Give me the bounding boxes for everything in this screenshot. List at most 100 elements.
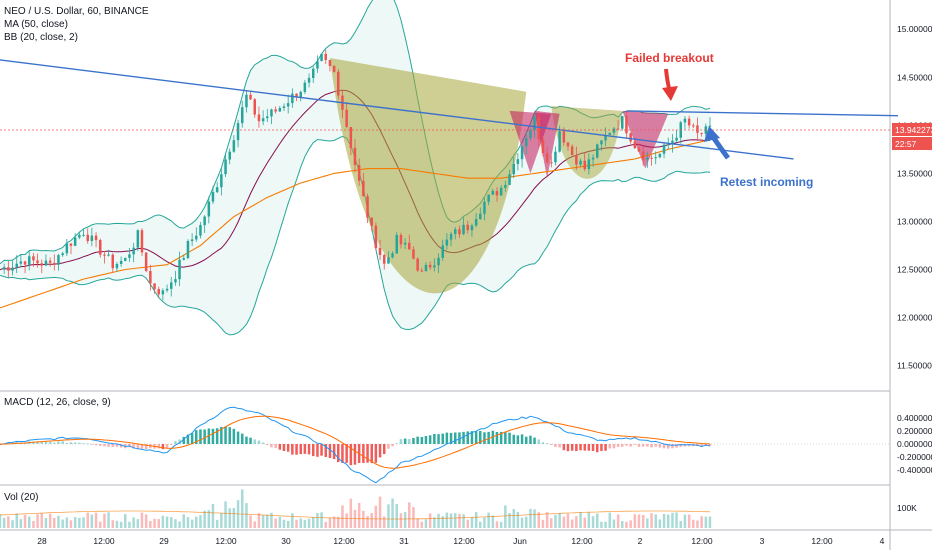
volume-bar (119, 521, 123, 528)
candle-body (479, 213, 482, 219)
macd-bar (57, 441, 60, 444)
candle-body (36, 260, 39, 264)
symbol-title[interactable]: NEO / U.S. Dollar, 60, BINANCE (4, 6, 149, 17)
time-tick: 12:00 (811, 536, 833, 546)
volume-bar (466, 519, 469, 528)
macd-bar (487, 431, 490, 444)
volume-bar (2, 517, 6, 528)
candle-body (491, 191, 495, 195)
time-tick: 31 (399, 536, 409, 546)
macd-bar (190, 433, 194, 444)
candle-body (675, 137, 678, 141)
macd-bar (408, 439, 411, 444)
volume-bar (383, 516, 386, 528)
macd-bar (403, 438, 407, 444)
macd-legend[interactable]: MACD (12, 26, close, 9) (4, 397, 111, 408)
volume-bar (424, 519, 428, 528)
descending-trendline[interactable] (0, 59, 794, 160)
macd-bar (220, 426, 223, 444)
candle-body (362, 180, 365, 197)
ma-legend[interactable]: MA (50, close) (4, 19, 68, 30)
macd-bar (596, 444, 599, 453)
candle-body (266, 116, 269, 119)
macd-bar (274, 444, 277, 448)
volume-bar (403, 512, 407, 528)
candle-body (357, 165, 361, 181)
price-axis-ticks: 15.00000014.50000014.00000013.50000013.0… (897, 24, 932, 370)
candle-body (633, 141, 637, 149)
macd-bar (307, 444, 311, 455)
candle-body (499, 187, 503, 196)
candle-body (149, 271, 152, 284)
volume-bar (249, 515, 252, 528)
volume-bar (696, 520, 699, 528)
macd-bar (399, 439, 403, 444)
macd-bar (579, 444, 582, 451)
candle-body (94, 235, 98, 241)
volume-bar (144, 514, 148, 528)
candle-body (111, 254, 114, 269)
volume-bar (637, 514, 641, 528)
macd-bar (253, 439, 256, 444)
volume-bar (541, 519, 545, 528)
time-tick: 29 (159, 536, 169, 546)
volume-bar (99, 521, 102, 528)
macd-bar (228, 427, 231, 444)
volume-bar (570, 519, 574, 528)
macd-axis-ticks: 0.400000 0.200000 0.000000 -0.200000 -0.4000… (897, 413, 932, 475)
candle-body (604, 134, 607, 141)
vol-legend[interactable]: Vol (20) (4, 492, 38, 503)
volume-bar (170, 517, 173, 528)
candle-body (545, 153, 549, 163)
macd-bar (683, 444, 687, 447)
macd-tick: 0.400000 (897, 413, 932, 423)
macd-bar (412, 438, 415, 444)
volume-bar (629, 520, 632, 528)
candle-body (270, 109, 273, 117)
candle-body (470, 225, 474, 231)
volume-bar (11, 520, 14, 528)
macd-bar (608, 444, 611, 449)
volume-bar (416, 518, 419, 528)
macd-bar (203, 429, 206, 444)
candle-body (199, 225, 202, 236)
candle-body (612, 128, 616, 133)
macd-bar (266, 444, 269, 445)
candle-body (570, 146, 574, 156)
volume-bar (40, 512, 43, 528)
macd-bar (445, 432, 449, 444)
macd-bar (566, 444, 570, 452)
candle-body (249, 94, 252, 100)
macd-tick: 0.200000 (897, 426, 932, 436)
macd-bar (562, 444, 566, 451)
volume-bar (558, 512, 561, 528)
volume-bar (19, 519, 23, 528)
candle-body (558, 131, 561, 152)
candle-body (520, 146, 524, 160)
macd-bar (320, 444, 323, 456)
volume-bar (199, 515, 202, 528)
candle-body (646, 157, 649, 160)
macd-bar (303, 444, 307, 454)
time-tick: 4 (880, 536, 885, 546)
macd-bar (286, 444, 290, 452)
resistance-trendline[interactable] (626, 110, 898, 117)
price-tick: 11.500000 (897, 361, 932, 371)
macd-bar (291, 444, 294, 455)
macd-bar (420, 437, 424, 444)
candle-body (32, 256, 35, 261)
candle-body (600, 140, 603, 145)
candle-body (7, 267, 10, 271)
macd-histogram (0, 426, 712, 466)
candle-body (504, 184, 507, 188)
price-tick: 12.500000 (897, 265, 932, 275)
volume-bar (78, 517, 81, 528)
volume-bar (671, 512, 674, 528)
bb-legend[interactable]: BB (20, close, 2) (4, 32, 78, 43)
macd-bar (637, 444, 641, 447)
volume-bar (525, 516, 528, 528)
macd-bar (362, 444, 365, 463)
candle-body (124, 257, 127, 261)
candle-body (579, 160, 582, 165)
